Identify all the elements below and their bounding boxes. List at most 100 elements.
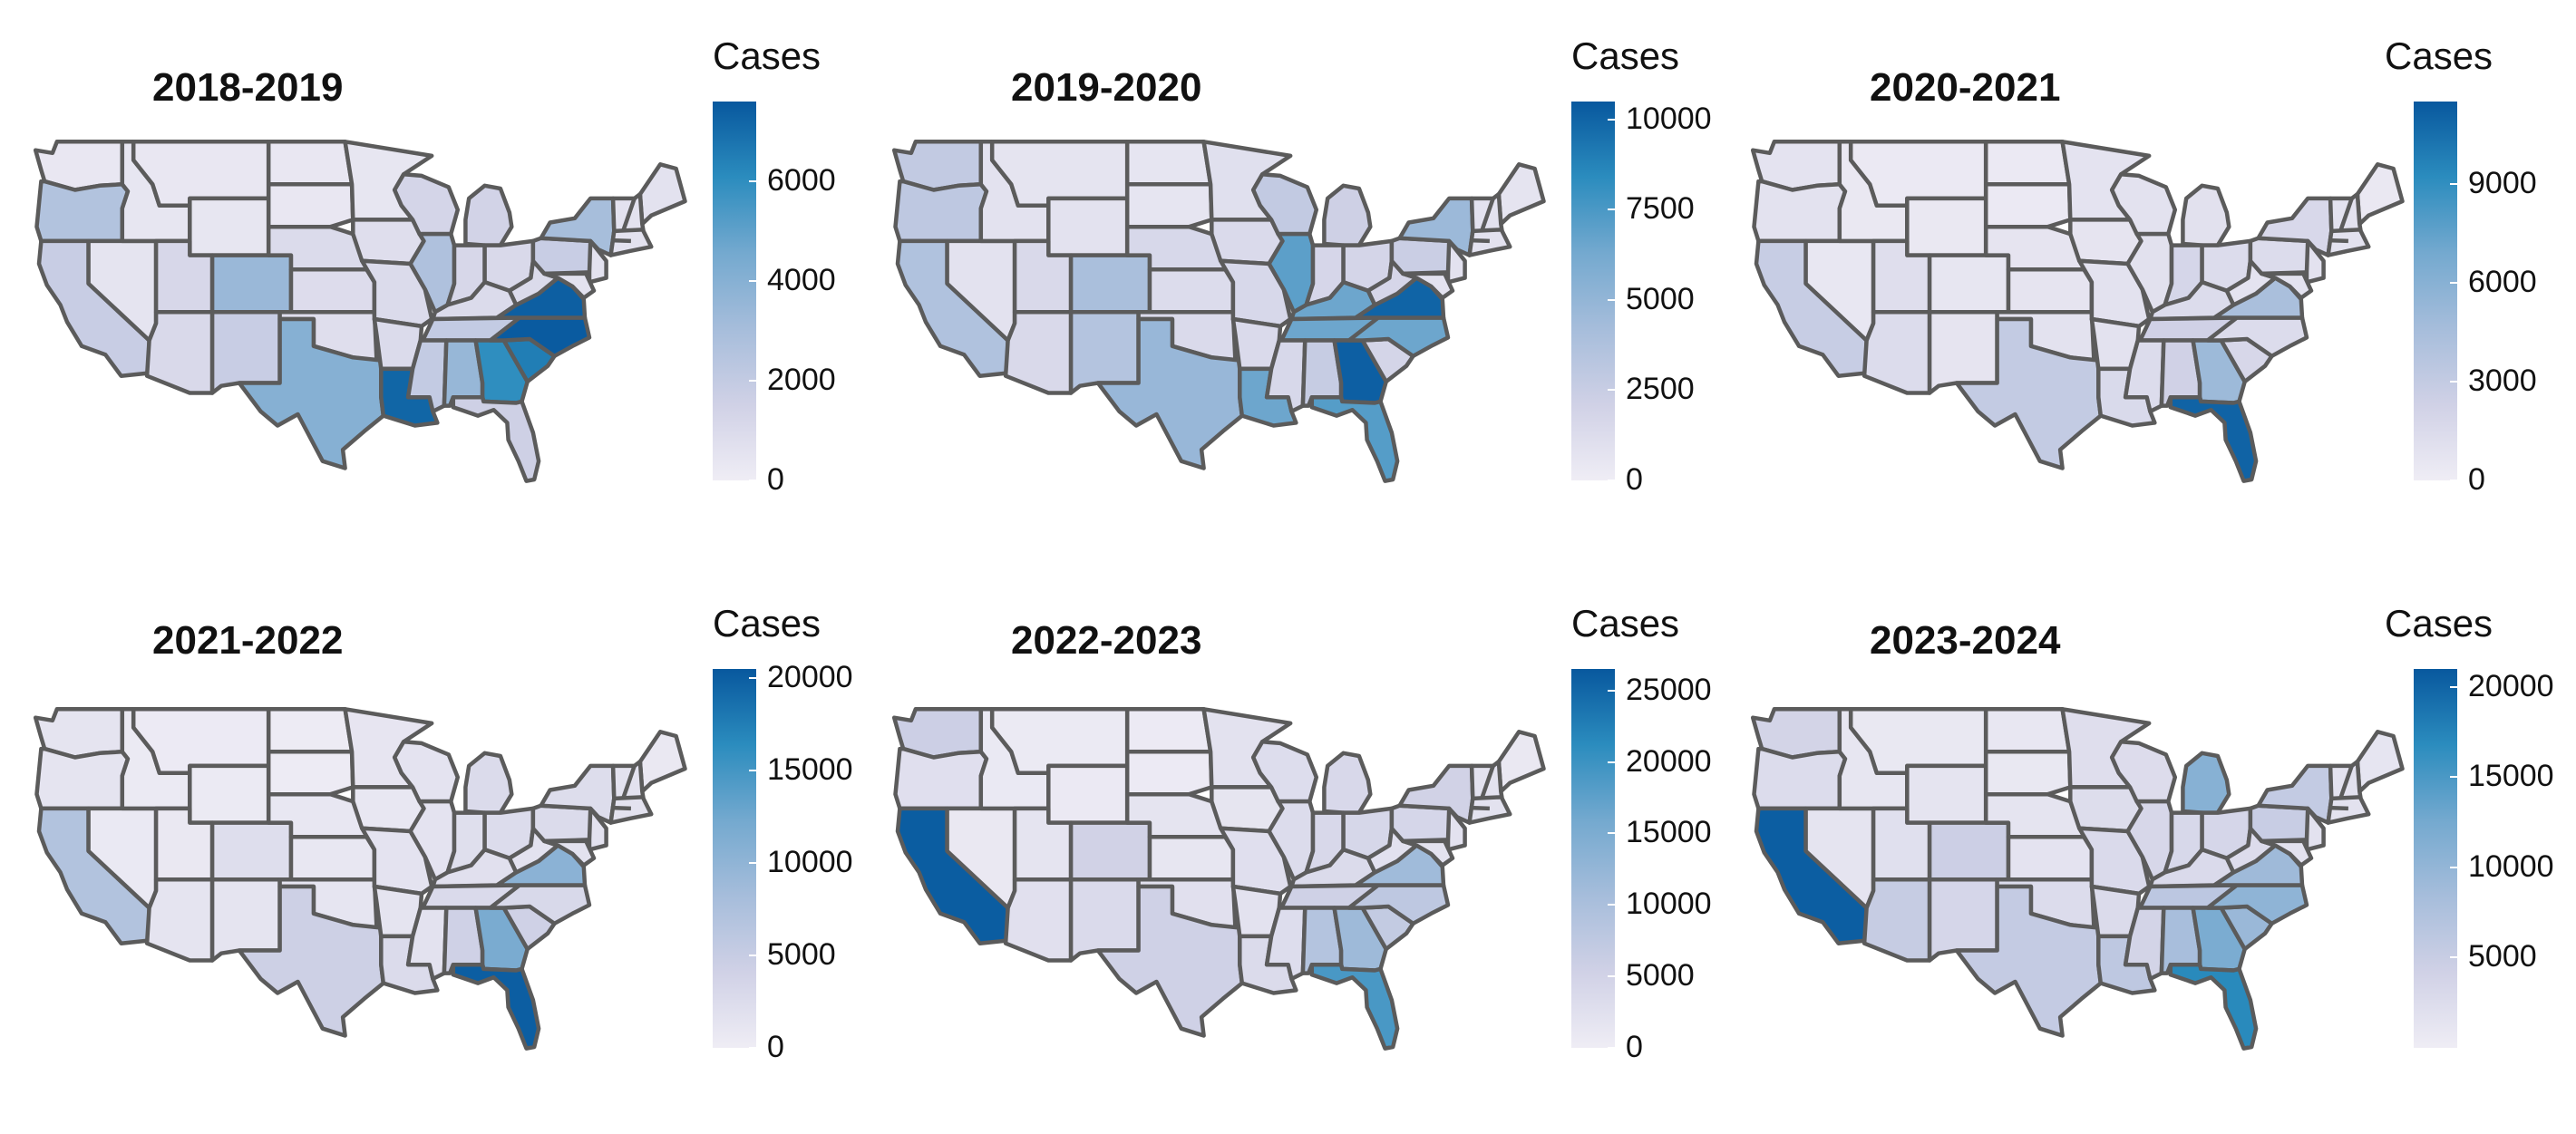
state-ma-line[interactable] [2331, 795, 2360, 801]
state-me[interactable] [2355, 162, 2405, 227]
state-or[interactable] [893, 746, 989, 811]
state-ma-line[interactable] [614, 228, 643, 234]
state-md-de[interactable] [2260, 271, 2314, 300]
state-md-de[interactable] [1401, 271, 1455, 300]
state-nm[interactable] [209, 309, 282, 395]
state-nm[interactable] [1927, 877, 1999, 963]
state-nm[interactable] [1068, 877, 1141, 963]
state-fl[interactable] [451, 962, 541, 1051]
state-nm[interactable] [1927, 309, 1999, 395]
state-wy[interactable] [1046, 196, 1130, 257]
state-ms[interactable] [2123, 338, 2166, 414]
state-ma-line[interactable] [614, 795, 643, 801]
state-me[interactable] [2355, 730, 2405, 794]
state-mi[interactable] [1322, 183, 1373, 247]
state-wy[interactable] [1905, 763, 1988, 825]
state-vt-line[interactable] [1480, 765, 1495, 800]
state-ms[interactable] [1264, 338, 1307, 414]
state-ks[interactable] [2006, 834, 2095, 882]
state-fl[interactable] [451, 394, 541, 483]
state-nd[interactable] [266, 140, 355, 187]
state-md-de[interactable] [542, 271, 597, 300]
state-nj-md[interactable] [1445, 806, 1467, 852]
state-ma-line[interactable] [2331, 228, 2360, 234]
state-md-de[interactable] [2260, 838, 2314, 867]
state-co[interactable] [1927, 253, 2011, 315]
state-or[interactable] [1752, 179, 1848, 244]
state-vt-line[interactable] [621, 765, 637, 800]
state-ct-line[interactable] [611, 237, 631, 244]
state-ks[interactable] [1147, 267, 1236, 315]
state-mi[interactable] [2181, 751, 2231, 815]
state-pa[interactable] [2248, 236, 2315, 276]
state-ms[interactable] [405, 338, 449, 414]
state-mi[interactable] [463, 183, 514, 247]
state-nd[interactable] [1983, 707, 2072, 754]
state-az[interactable] [1862, 877, 1932, 963]
state-nj-md[interactable] [587, 238, 608, 285]
state-mi[interactable] [2181, 183, 2231, 247]
state-pa[interactable] [530, 803, 598, 844]
state-pa[interactable] [2248, 803, 2315, 844]
state-sd[interactable] [1124, 750, 1214, 797]
state-wy[interactable] [188, 763, 271, 825]
state-nm[interactable] [1068, 309, 1141, 395]
state-sd[interactable] [266, 750, 355, 797]
state-me[interactable] [1496, 162, 1546, 227]
state-me[interactable] [637, 730, 687, 794]
state-or[interactable] [34, 179, 131, 244]
state-nj-md[interactable] [2304, 238, 2326, 285]
state-ks[interactable] [288, 834, 377, 882]
state-nm[interactable] [209, 877, 282, 963]
state-vt-line[interactable] [621, 198, 637, 232]
state-md-de[interactable] [1401, 838, 1455, 867]
state-az[interactable] [1862, 309, 1932, 395]
state-me[interactable] [637, 162, 687, 227]
state-mi[interactable] [463, 751, 514, 815]
state-ms[interactable] [1264, 906, 1307, 982]
state-ma-line[interactable] [1473, 795, 1502, 801]
state-ks[interactable] [1147, 834, 1236, 882]
state-pa[interactable] [1389, 803, 1456, 844]
state-or[interactable] [34, 746, 131, 811]
state-az[interactable] [144, 309, 215, 395]
state-wy[interactable] [1046, 763, 1130, 825]
state-or[interactable] [893, 179, 989, 244]
state-nd[interactable] [1124, 140, 1213, 187]
state-ct-line[interactable] [1470, 237, 1490, 244]
state-az[interactable] [144, 877, 215, 963]
state-ct-line[interactable] [2328, 237, 2348, 244]
state-vt-line[interactable] [1480, 198, 1495, 232]
state-pa[interactable] [1389, 236, 1456, 276]
state-co[interactable] [1068, 253, 1152, 315]
state-ks[interactable] [288, 267, 377, 315]
state-or[interactable] [1752, 746, 1848, 811]
state-wy[interactable] [188, 196, 271, 257]
state-md-de[interactable] [542, 838, 597, 867]
state-co[interactable] [209, 820, 294, 882]
state-me[interactable] [1496, 730, 1546, 794]
state-vt-line[interactable] [2338, 198, 2354, 232]
state-az[interactable] [1003, 877, 1074, 963]
state-ct-line[interactable] [2328, 805, 2348, 811]
state-nj-md[interactable] [587, 806, 608, 852]
state-nd[interactable] [266, 707, 355, 754]
state-sd[interactable] [1983, 750, 2073, 797]
state-ks[interactable] [2006, 267, 2095, 315]
state-az[interactable] [1003, 309, 1074, 395]
state-vt-line[interactable] [2338, 765, 2354, 800]
state-nd[interactable] [1124, 707, 1213, 754]
state-co[interactable] [1068, 820, 1152, 882]
state-co[interactable] [209, 253, 294, 315]
state-mi[interactable] [1322, 751, 1373, 815]
state-fl[interactable] [1309, 394, 1400, 483]
state-wy[interactable] [1905, 196, 1988, 257]
state-fl[interactable] [1309, 962, 1400, 1051]
state-sd[interactable] [1124, 182, 1214, 229]
state-ms[interactable] [405, 906, 449, 982]
state-ma-line[interactable] [1473, 228, 1502, 234]
state-pa[interactable] [530, 236, 598, 276]
state-fl[interactable] [2168, 962, 2259, 1051]
state-nj-md[interactable] [1445, 238, 1467, 285]
state-ct-line[interactable] [1470, 805, 1490, 811]
